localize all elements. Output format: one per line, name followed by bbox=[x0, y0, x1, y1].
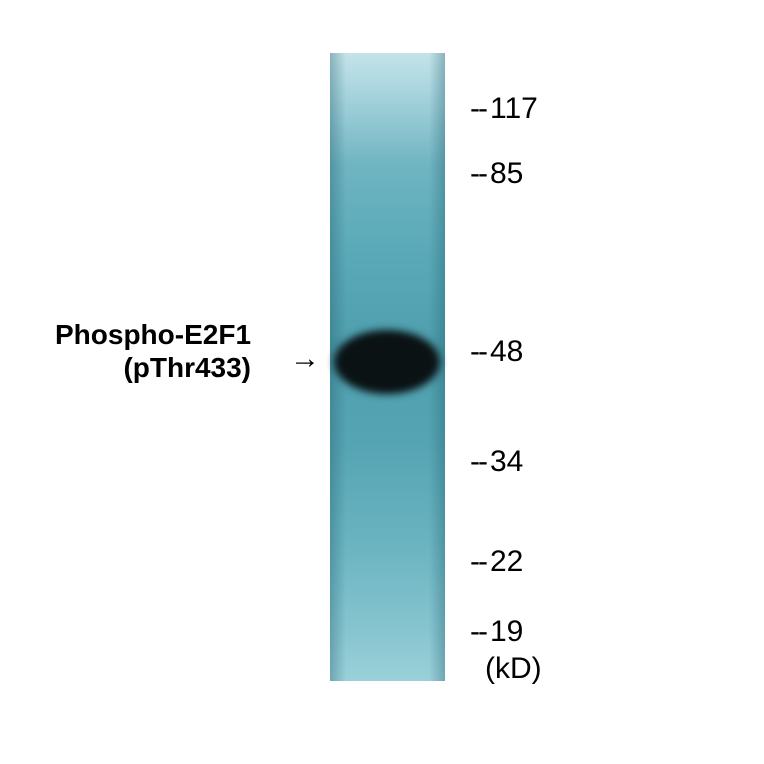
label-line-2: (pThr433) bbox=[55, 351, 251, 384]
mw-marker-22: --22 bbox=[470, 545, 523, 579]
marker-dashes: -- bbox=[470, 545, 486, 578]
mw-marker-19: --19 bbox=[470, 615, 523, 649]
label-line-1: Phospho-E2F1 bbox=[55, 318, 251, 351]
unit-label: (kD) bbox=[485, 652, 542, 686]
band-arrow-icon: → bbox=[290, 342, 320, 376]
mw-value: 34 bbox=[490, 445, 523, 478]
mw-value: 22 bbox=[490, 545, 523, 578]
marker-dashes: -- bbox=[470, 92, 486, 125]
marker-dashes: -- bbox=[470, 157, 486, 190]
mw-value: 117 bbox=[490, 92, 538, 125]
antibody-label: Phospho-E2F1 (pThr433) bbox=[55, 318, 251, 384]
marker-dashes: -- bbox=[470, 445, 486, 478]
mw-marker-48: --48 bbox=[470, 335, 523, 369]
protein-band bbox=[334, 330, 440, 394]
western-blot-figure: Phospho-E2F1 (pThr433) → --117 --85 --48… bbox=[0, 0, 764, 764]
mw-marker-117: --117 bbox=[470, 92, 538, 126]
mw-marker-34: --34 bbox=[470, 445, 523, 479]
marker-dashes: -- bbox=[470, 615, 486, 648]
mw-value: 85 bbox=[490, 157, 523, 190]
mw-value: 19 bbox=[490, 615, 523, 648]
marker-dashes: -- bbox=[470, 335, 486, 368]
mw-value: 48 bbox=[490, 335, 523, 368]
mw-marker-85: --85 bbox=[470, 157, 523, 191]
